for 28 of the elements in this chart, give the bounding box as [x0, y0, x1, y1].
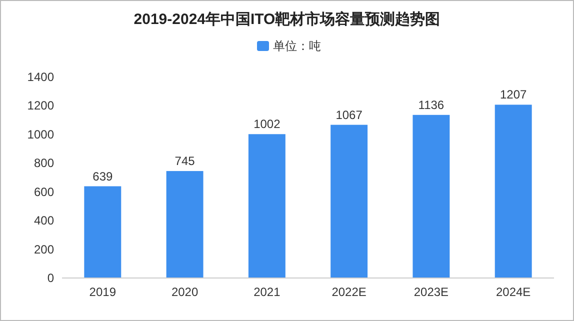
bar: [330, 124, 368, 278]
y-tick-label: 1400: [27, 70, 54, 84]
data-label: 745: [174, 154, 196, 168]
y-tick-label: 200: [34, 242, 54, 256]
bar: [248, 134, 286, 278]
data-label: 1067: [336, 108, 363, 122]
y-tick-label: 600: [34, 184, 54, 199]
y-tick-label: 800: [34, 156, 54, 170]
x-tick-label: 2022E: [332, 285, 366, 299]
data-label: 1002: [254, 117, 281, 132]
legend-label: 单位：吨: [273, 39, 321, 53]
data-label: 1136: [418, 98, 444, 112]
x-tick-label: 2019: [89, 285, 116, 299]
chart-title: 2019-2024年中国ITO靶材市场容量预测趋势图: [134, 10, 440, 28]
x-tick-label: 2023E: [414, 285, 449, 299]
x-tick-label: 2024E: [496, 285, 531, 299]
x-tick-label: 2020: [171, 285, 198, 299]
bar: [166, 171, 204, 278]
x-tick-label: 2021: [254, 285, 281, 299]
y-tick-label: 400: [34, 214, 54, 228]
y-tick-label: 0: [47, 271, 54, 285]
bar: [84, 186, 122, 278]
y-tick-label: 1000: [27, 127, 54, 142]
y-tick-label: 1200: [27, 98, 54, 113]
bar: [412, 114, 450, 278]
data-label: 1207: [500, 88, 528, 102]
data-label: 639: [92, 169, 113, 184]
bar: [494, 104, 532, 278]
